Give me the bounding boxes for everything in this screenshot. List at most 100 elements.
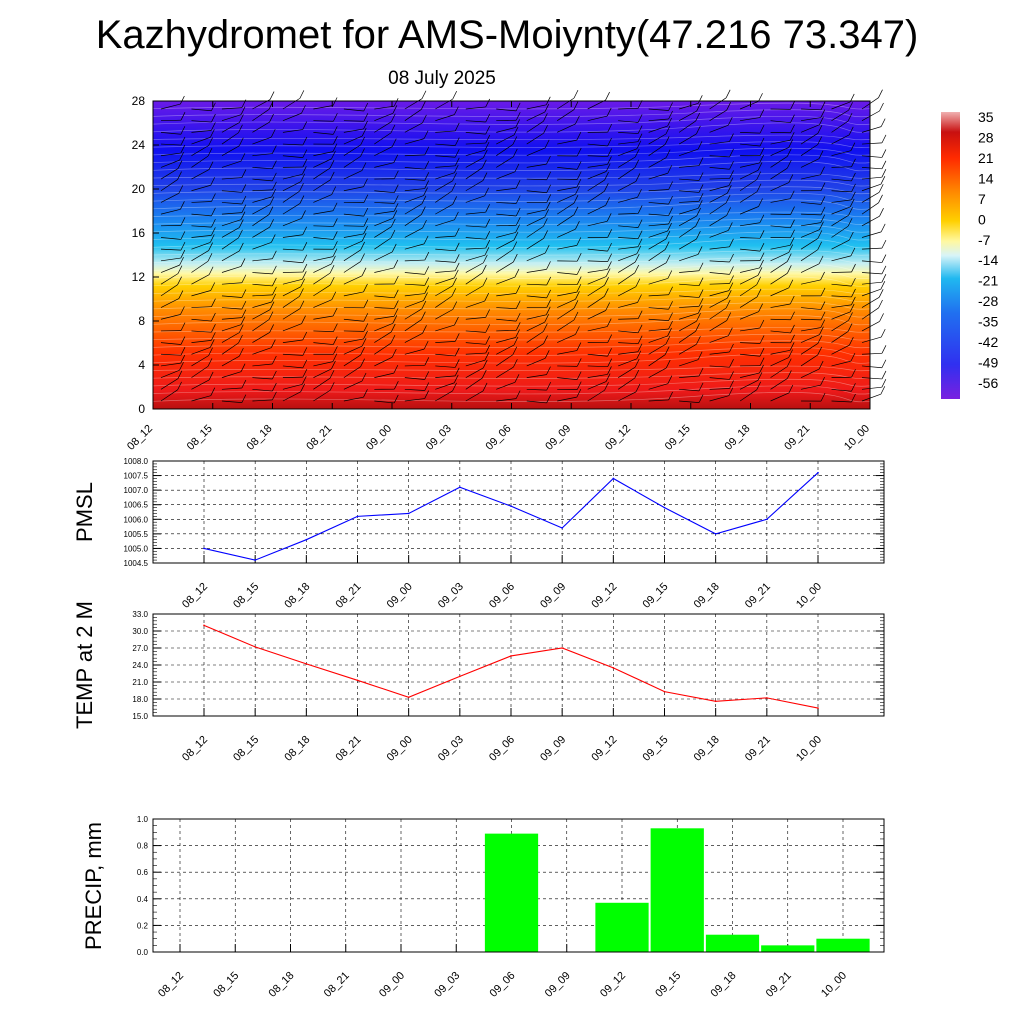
wind-barb-flag xyxy=(851,296,856,306)
wind-barb xyxy=(191,290,211,297)
xsec-contour xyxy=(152,211,871,218)
xsec-contour xyxy=(152,288,871,295)
wind-barb xyxy=(800,158,820,168)
temp-xtick-label: 08_12 xyxy=(180,734,210,764)
xsec-ytick-label: 24 xyxy=(132,138,146,152)
pmsl-point xyxy=(766,518,768,521)
temp-point xyxy=(766,697,768,699)
wind-barb xyxy=(739,284,757,297)
wind-barb xyxy=(465,157,484,168)
wind-barb-flag xyxy=(817,136,822,145)
wind-barb xyxy=(496,171,516,180)
wind-barb-flag xyxy=(451,288,457,297)
wind-barb xyxy=(770,225,791,229)
wind-barb xyxy=(252,388,273,392)
wind-barb xyxy=(831,190,852,193)
wind-barb xyxy=(435,324,455,332)
wind-barb xyxy=(587,374,608,378)
wind-barb-flag xyxy=(332,248,338,257)
wind-barb xyxy=(252,136,272,145)
wind-barb xyxy=(374,162,394,168)
wind-barb-flag xyxy=(424,382,430,391)
wind-barb-flag xyxy=(576,161,582,170)
wind-barb-flag xyxy=(454,367,460,376)
xsec-xtick-label: 09_03 xyxy=(424,423,454,453)
wind-barb xyxy=(557,167,578,170)
wind-barb-flag xyxy=(546,276,552,286)
pmsl-xtick-label: 09_09 xyxy=(538,581,568,611)
wind-barb-flag xyxy=(178,290,184,299)
pmsl-point xyxy=(407,512,410,515)
wind-barb-flag xyxy=(817,230,823,239)
wind-barb-flag xyxy=(850,352,856,362)
wind-barb xyxy=(861,352,882,355)
temp-point xyxy=(203,624,205,627)
wind-barb-flag xyxy=(604,171,609,181)
wind-barb-flag xyxy=(329,171,335,181)
wind-barb-flag xyxy=(393,289,399,298)
temp-series-line xyxy=(203,624,819,709)
colorbar-label: 28 xyxy=(978,129,994,145)
xsec-contour xyxy=(152,301,871,310)
wind-barb xyxy=(831,109,849,121)
wind-barb-flag xyxy=(880,223,886,233)
wind-barb-flag xyxy=(207,147,213,157)
wind-barb xyxy=(618,253,638,262)
wind-barb xyxy=(679,270,700,273)
wind-barb-flag xyxy=(421,195,427,204)
wind-barb-flag xyxy=(363,313,369,322)
wind-barb xyxy=(679,375,700,378)
precip-xtick-label: 09_18 xyxy=(709,970,739,1000)
wind-barb xyxy=(831,304,852,308)
wind-barb-flag xyxy=(817,346,823,356)
wind-barb xyxy=(374,400,395,404)
pmsl-xtick-label: 09_06 xyxy=(487,581,517,611)
wind-barb-flag xyxy=(424,146,430,156)
wind-barb-flag xyxy=(605,91,610,101)
precip-panel: 0.0 0.2 0.4 0.6 0.8 1.0 08_12 08_15 08_18 08_21 09… xyxy=(81,815,885,1000)
wind-barb-flag xyxy=(302,121,308,130)
wind-barb xyxy=(800,343,819,355)
wind-barb-flag xyxy=(878,184,884,193)
wind-barb-flag xyxy=(238,229,243,239)
wind-barb-flag xyxy=(482,254,488,264)
wind-barb xyxy=(282,181,301,192)
wind-barb xyxy=(282,339,303,343)
wind-barb xyxy=(221,227,240,238)
wind-barb-flag xyxy=(726,102,731,111)
wind-barb xyxy=(404,259,425,262)
wind-barb xyxy=(557,307,575,320)
wind-barb-flag xyxy=(576,371,582,380)
wind-barb xyxy=(648,230,668,238)
wind-barb xyxy=(465,149,486,157)
wind-barb-flag xyxy=(331,291,337,300)
wind-barb xyxy=(496,276,516,285)
wind-barb xyxy=(435,285,453,297)
wind-barb-flag xyxy=(179,256,184,266)
wind-barb-flag xyxy=(696,207,701,217)
wind-barb xyxy=(861,377,882,380)
wind-barb xyxy=(465,167,483,180)
wind-barb-flag xyxy=(210,177,216,186)
wind-barb xyxy=(221,342,239,355)
wind-barb xyxy=(831,166,852,168)
wind-barb xyxy=(709,167,730,170)
wind-barb-flag xyxy=(211,193,216,202)
wind-barb-flag xyxy=(424,251,430,261)
precip-bar xyxy=(761,945,815,952)
xsec-xtick-label: 10_00 xyxy=(842,423,872,453)
wind-barb xyxy=(740,267,760,273)
wind-barb xyxy=(526,104,547,110)
wind-barb-flag xyxy=(299,90,305,99)
wind-barb-flag xyxy=(820,271,825,281)
precip-bar xyxy=(484,833,539,952)
wind-barb xyxy=(343,240,363,250)
wind-barb-flag xyxy=(393,203,399,212)
wind-barb-flag xyxy=(607,366,612,375)
wind-barb-flag xyxy=(817,241,823,250)
wind-barb xyxy=(587,310,606,320)
wind-barb-flag xyxy=(576,276,582,285)
temp-xtick-label: 09_09 xyxy=(538,734,568,764)
wind-barb-flag xyxy=(481,159,487,168)
wind-barb xyxy=(679,207,699,215)
